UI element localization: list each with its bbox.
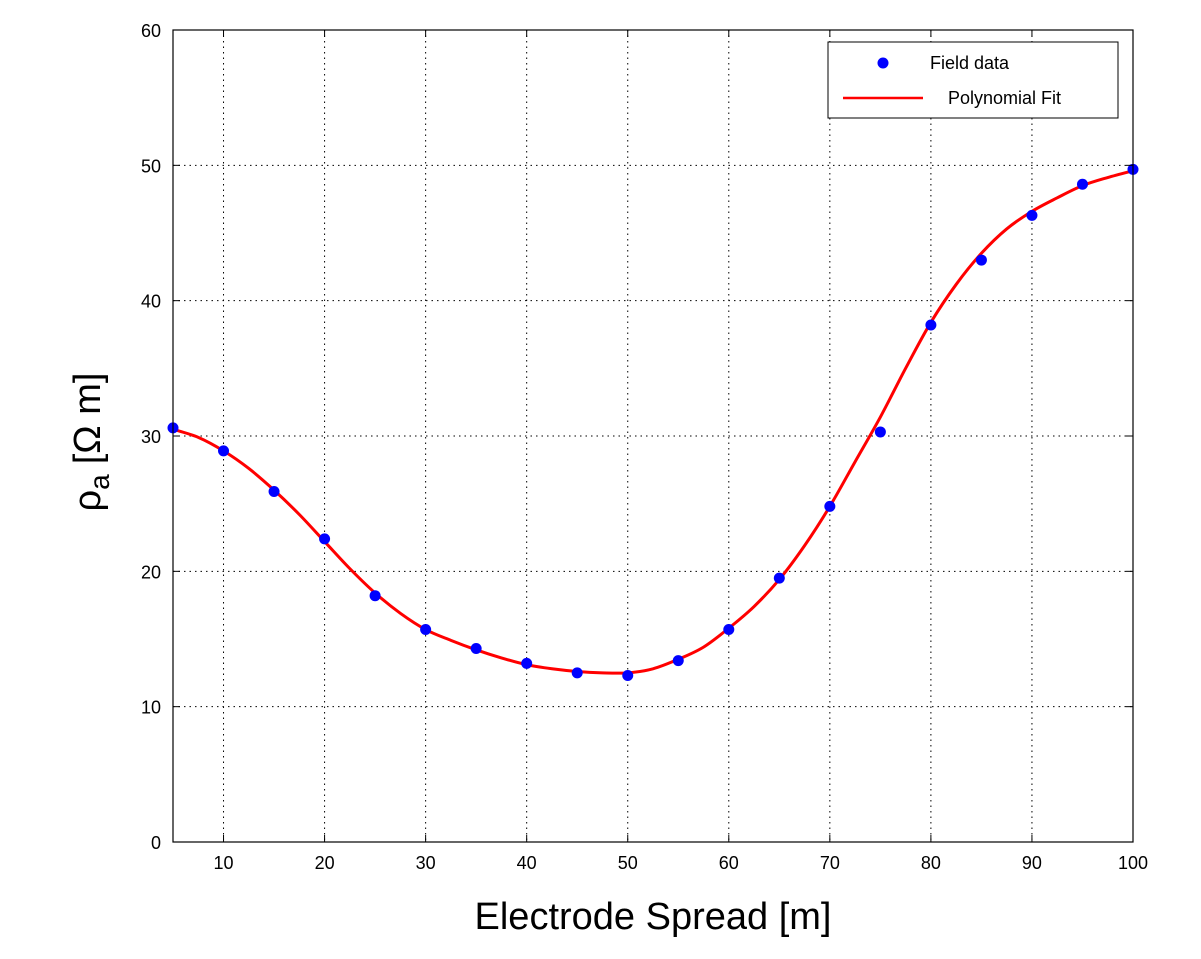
tick-labels: 10 20 30 40 50 60 70 80 90 100 0 10 20 30 40 50 60: [141, 21, 1148, 873]
y-tick-label: 50: [141, 156, 161, 176]
y-tick-label: 30: [141, 427, 161, 447]
legend: Field data Polynomial Fit: [827, 41, 1119, 119]
y-tick-label: 60: [141, 21, 161, 41]
x-tick-label: 100: [1118, 853, 1148, 873]
field-data-point: [672, 655, 684, 667]
legend-label-field-data: Field data: [930, 53, 1010, 73]
x-tick-label: 20: [315, 853, 335, 873]
field-data-point: [1076, 178, 1088, 190]
y-axis-title: ρa [Ω m]: [67, 373, 115, 512]
field-data-point: [268, 485, 280, 497]
grid: [173, 30, 1133, 842]
x-tick-label: 70: [820, 853, 840, 873]
field-data-point: [571, 667, 583, 679]
field-data-point: [470, 642, 482, 654]
legend-box: [827, 41, 1119, 119]
ticks: [173, 29, 1134, 843]
x-tick-label: 10: [214, 853, 234, 873]
legend-marker-field-data: [877, 57, 889, 69]
polynomial-fit-line: [172, 169, 1134, 675]
field-data-point: [521, 657, 533, 669]
field-data-point: [874, 426, 886, 438]
x-tick-label: 60: [719, 853, 739, 873]
field-data-point: [622, 670, 634, 682]
x-tick-label: 80: [921, 853, 941, 873]
field-data-point: [319, 533, 331, 545]
x-tick-label: 30: [416, 853, 436, 873]
y-axis-symbol: ρ: [67, 490, 109, 512]
x-axis-title: Electrode Spread [m]: [475, 896, 832, 938]
field-data-point: [1026, 209, 1038, 221]
field-data-point: [218, 445, 230, 457]
y-tick-label: 20: [141, 562, 161, 582]
field-data-point: [723, 624, 735, 636]
field-data-point: [369, 590, 381, 602]
y-tick-label: 40: [141, 292, 161, 312]
x-tick-label: 40: [517, 853, 537, 873]
y-tick-label: 10: [141, 698, 161, 718]
legend-label-polynomial-fit: Polynomial Fit: [948, 88, 1061, 108]
field-data-point: [420, 624, 432, 636]
field-data-point: [773, 572, 785, 584]
field-data-point: [925, 319, 937, 331]
field-data-point: [824, 500, 836, 512]
x-tick-label: 90: [1022, 853, 1042, 873]
x-tick-label: 50: [618, 853, 638, 873]
field-data-point: [975, 254, 987, 266]
y-tick-label: 0: [151, 833, 161, 853]
y-axis-subscript: a: [84, 474, 115, 490]
y-axis-units: [Ω m]: [67, 373, 109, 465]
